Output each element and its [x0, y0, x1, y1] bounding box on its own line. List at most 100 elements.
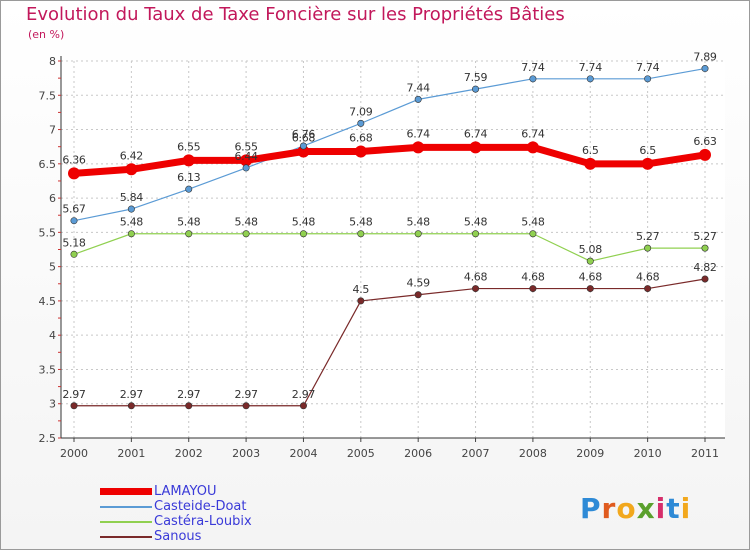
data-label: 6.63: [693, 135, 717, 148]
data-label: 6.55: [234, 140, 258, 153]
data-labels: 5.67 5.84 6.13 6.44 6.76 7.09 7.44 7.59 7.74 7.74…: [62, 51, 717, 401]
logo-letter: x: [636, 492, 656, 525]
data-point: [472, 230, 480, 238]
legend-item: LAMAYOU: [100, 484, 252, 499]
data-point: [299, 402, 307, 410]
data-label: 6.55: [177, 140, 201, 153]
data-point: [699, 148, 711, 161]
data-point: [242, 402, 250, 410]
y-tick-label: 6: [49, 192, 56, 205]
y-tick-label: 3.5: [39, 363, 57, 376]
data-point: [242, 230, 250, 238]
data-point: [185, 185, 193, 193]
data-point: [125, 163, 138, 176]
data-point: [240, 154, 253, 167]
data-label: 7.74: [521, 61, 545, 74]
data-label: 2.97: [234, 388, 258, 401]
data-point: [242, 164, 250, 172]
data-point: [299, 142, 307, 150]
data-label: 5.08: [579, 243, 603, 256]
y-tick-label: 7.5: [39, 89, 57, 102]
legend: LAMAYOU Casteide-Doat Castéra-Loubix Sanous: [100, 484, 252, 544]
logo-letter: P: [580, 492, 602, 525]
data-label: 4.82: [693, 261, 716, 274]
data-point: [127, 230, 135, 238]
legend-swatch: [100, 488, 152, 495]
data-label: 7.74: [579, 61, 603, 74]
gridlines: [61, 60, 725, 439]
data-point: [644, 75, 652, 83]
legend-item: Casteide-Doat: [100, 499, 252, 514]
legend-label: Sanous: [154, 529, 202, 544]
logo-letter: t: [666, 492, 681, 525]
legend-swatch: [100, 520, 152, 523]
data-label: 7.09: [349, 105, 373, 118]
data-point: [357, 297, 365, 305]
data-point: [701, 244, 709, 252]
x-tick-label: 2005: [347, 447, 375, 460]
data-label: 6.74: [464, 127, 488, 140]
x-tick-label: 2000: [60, 447, 88, 460]
x-tick-label: 2004: [289, 447, 317, 460]
data-label: 5.48: [177, 216, 201, 229]
data-label: 6.42: [120, 149, 143, 162]
data-point: [414, 291, 422, 299]
series-lines: [68, 65, 711, 410]
legend-swatch: [100, 535, 152, 538]
data-label: 6.5: [582, 144, 599, 157]
data-point: [70, 217, 78, 225]
data-label: 6.74: [407, 127, 431, 140]
x-tick-label: 2002: [175, 447, 203, 460]
data-point: [701, 275, 709, 283]
data-label: 7.74: [636, 61, 660, 74]
data-point: [297, 145, 310, 158]
data-label: 5.48: [349, 216, 373, 229]
data-label: 6.68: [292, 131, 316, 144]
data-label: 6.74: [521, 127, 545, 140]
x-tick-label: 2008: [519, 447, 547, 460]
x-tick-label: 2010: [634, 447, 662, 460]
proxiti-logo: Proxiti: [580, 492, 691, 525]
series-line-cast-ra-loubix: [73, 233, 706, 262]
data-point: [586, 75, 594, 83]
data-point: [185, 402, 193, 410]
data-point: [469, 141, 482, 154]
legend-item: Castéra-Loubix: [100, 514, 252, 529]
data-label: 6.76: [292, 128, 316, 141]
legend-label: Casteide-Doat: [154, 499, 247, 514]
data-point: [644, 244, 652, 252]
x-tick-label: 2009: [576, 447, 604, 460]
data-label: 5.48: [407, 216, 431, 229]
data-label: 4.68: [636, 271, 660, 284]
y-tick-label: 3: [49, 398, 56, 411]
data-point: [414, 95, 422, 103]
data-label: 4.68: [464, 271, 488, 284]
x-tick-label: 2006: [404, 447, 432, 460]
data-label: 5.67: [62, 203, 86, 216]
data-label: 5.27: [693, 230, 717, 243]
y-tick-label: 5.5: [39, 226, 57, 239]
data-label: 5.48: [234, 216, 258, 229]
axes: 2.5 3 3.5 4 4.5 5 5.5 6 6.5 7 7.5 8 2000 2001 2002 2003…: [39, 55, 725, 460]
legend-item: Sanous: [100, 529, 252, 544]
chart-subtitle: (en %): [28, 28, 65, 41]
series-line-lamayou: [70, 143, 709, 177]
logo-letter: i: [655, 492, 667, 525]
data-label: 2.97: [120, 388, 144, 401]
x-tick-label: 2011: [691, 447, 719, 460]
legend-label: Castéra-Loubix: [154, 514, 252, 529]
data-point: [299, 230, 307, 238]
x-tick-label: 2007: [462, 447, 490, 460]
data-point: [357, 119, 365, 127]
data-point: [70, 250, 78, 258]
data-point: [584, 157, 597, 170]
plot-area: [61, 61, 725, 438]
data-point: [472, 285, 480, 293]
data-point: [586, 285, 594, 293]
y-tick-label: 6.5: [39, 158, 57, 171]
data-label: 6.44: [234, 150, 258, 163]
data-label: 2.97: [177, 388, 201, 401]
data-label: 7.89: [693, 51, 717, 64]
data-point: [641, 157, 654, 170]
